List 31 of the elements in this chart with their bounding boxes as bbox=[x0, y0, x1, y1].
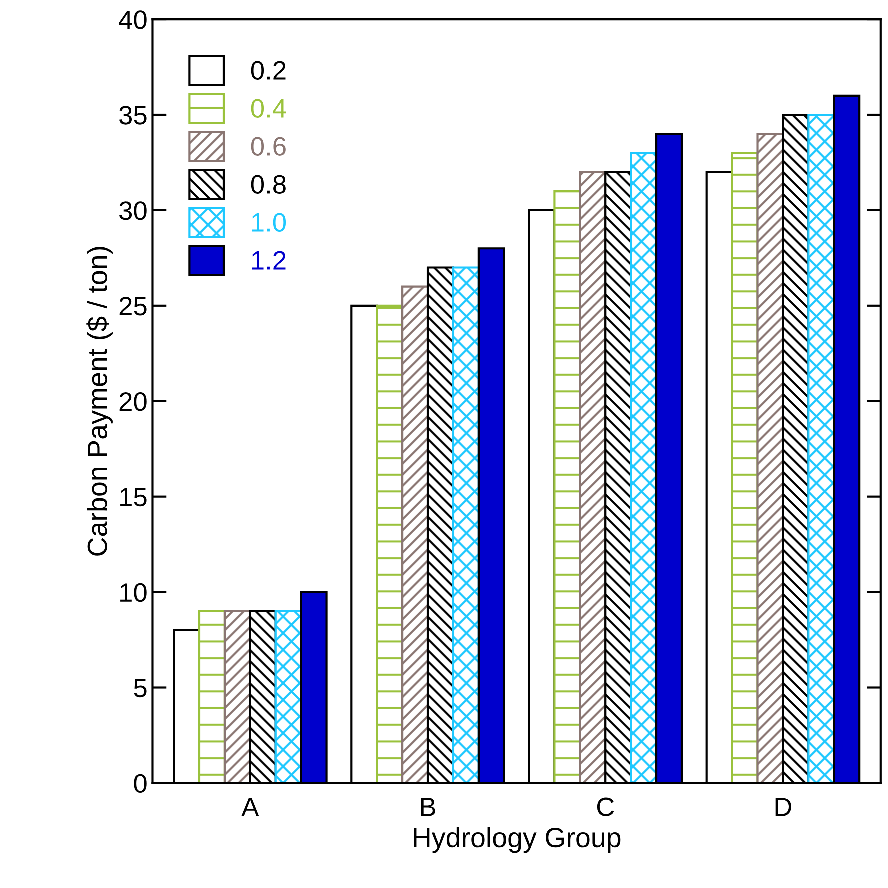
bar bbox=[376, 304, 404, 784]
x-tick-label: A bbox=[242, 798, 260, 816]
bar bbox=[224, 610, 252, 784]
y-tick-label: 40 bbox=[119, 10, 147, 30]
legend-label: 0.2 bbox=[251, 61, 286, 80]
y-tick-label: 25 bbox=[120, 297, 147, 316]
y-tick-label: 15 bbox=[120, 488, 147, 507]
bar bbox=[808, 114, 836, 784]
y-tick-label: 0 bbox=[134, 774, 147, 794]
bar bbox=[452, 266, 480, 784]
legend-label: 0.8 bbox=[251, 175, 286, 194]
legend-label: 0.6 bbox=[251, 137, 286, 156]
bar bbox=[731, 152, 759, 784]
bar bbox=[554, 190, 582, 784]
legend-label: 1.0 bbox=[252, 213, 286, 232]
bar bbox=[198, 610, 226, 784]
bar bbox=[579, 171, 607, 784]
y-tick-label: 35 bbox=[120, 106, 147, 125]
bar bbox=[274, 610, 302, 784]
y-tick-label: 30 bbox=[120, 202, 147, 220]
bar bbox=[756, 133, 784, 784]
y-tick-label: 20 bbox=[120, 392, 147, 412]
x-tick-label: D bbox=[776, 798, 792, 816]
legend-label: 0.4 bbox=[251, 99, 286, 118]
legend-label: 1.2 bbox=[252, 251, 286, 270]
y-tick-label: 5 bbox=[134, 679, 147, 698]
x-tick-label: B bbox=[421, 798, 436, 816]
x-tick-label: C bbox=[597, 798, 614, 816]
y-axis-title: Carbon Payment ($ / ton) bbox=[86, 247, 113, 556]
y-tick-label: 10 bbox=[120, 583, 147, 602]
x-axis-title: Hydrology Group bbox=[414, 827, 621, 854]
